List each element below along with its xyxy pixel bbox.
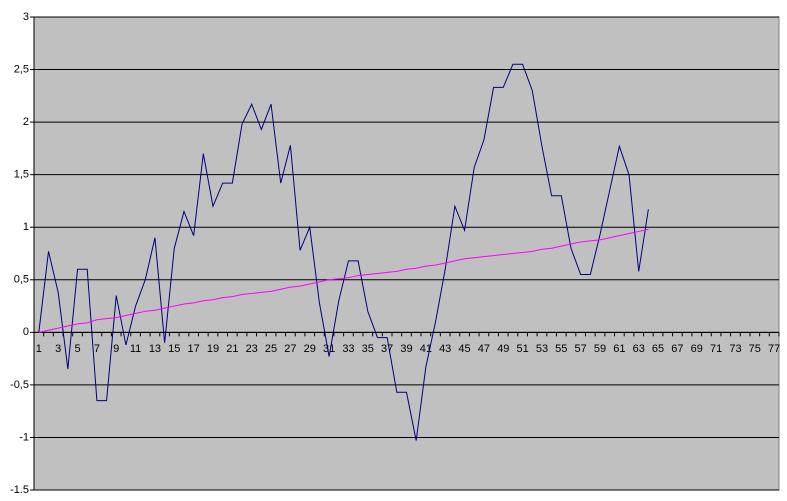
x-tick-label: 27	[284, 343, 296, 355]
x-tick-label: 61	[613, 343, 625, 355]
x-tick-label: 59	[594, 343, 606, 355]
x-tick-label: 5	[74, 343, 80, 355]
x-tick-label: 63	[633, 343, 645, 355]
series-line	[38, 228, 649, 333]
y-tick-label: -0,5	[10, 379, 29, 391]
plot-area	[33, 16, 780, 491]
x-tick-label: 49	[497, 343, 509, 355]
y-tick-label: 2,5	[14, 63, 29, 75]
y-tick-label: 1,5	[14, 169, 29, 181]
x-tick-label: 43	[439, 343, 451, 355]
x-tick-label: 65	[652, 343, 664, 355]
x-tick-label: 17	[188, 343, 200, 355]
series-line	[38, 63, 649, 441]
x-tick-label: 45	[458, 343, 470, 355]
y-tick-label: -1	[19, 431, 29, 443]
x-tick-label: 21	[226, 343, 238, 355]
x-tick-label: 55	[555, 343, 567, 355]
x-tick-label: 75	[749, 343, 761, 355]
x-tick-label: 3	[55, 343, 61, 355]
y-tick-label: 3	[23, 11, 29, 23]
y-tick-label: 1	[23, 221, 29, 233]
x-tick-label: 13	[149, 343, 161, 355]
x-tick-label: 69	[691, 343, 703, 355]
x-tick-label: 23	[246, 343, 258, 355]
x-tick-label: 39	[400, 343, 412, 355]
y-tick-label: 0	[23, 326, 29, 338]
x-tick-label: 7	[94, 343, 100, 355]
x-tick-label: 9	[113, 343, 119, 355]
x-tick-label: 29	[304, 343, 316, 355]
y-tick-label: 2	[23, 116, 29, 128]
x-tick-label: 15	[168, 343, 180, 355]
x-tick-label: 57	[575, 343, 587, 355]
x-tick-label: 35	[362, 343, 374, 355]
y-tick-label: -1.5	[10, 484, 29, 496]
x-tick-label: 77	[768, 343, 780, 355]
x-tick-label: 73	[729, 343, 741, 355]
x-tick-label: 31	[323, 343, 335, 355]
x-tick-label: 71	[710, 343, 722, 355]
x-tick-label: 51	[516, 343, 528, 355]
x-tick-label: 25	[265, 343, 277, 355]
x-tick-label: 47	[478, 343, 490, 355]
x-tick-label: 33	[342, 343, 354, 355]
x-tick-label: 53	[536, 343, 548, 355]
x-tick-label: 67	[671, 343, 683, 355]
x-tick-label: 11	[130, 343, 141, 355]
x-tick-label: 1	[36, 343, 42, 355]
x-tick-label: 19	[207, 343, 219, 355]
x-tick-label: 37	[381, 343, 393, 355]
y-tick-label: 0,5	[14, 274, 29, 286]
